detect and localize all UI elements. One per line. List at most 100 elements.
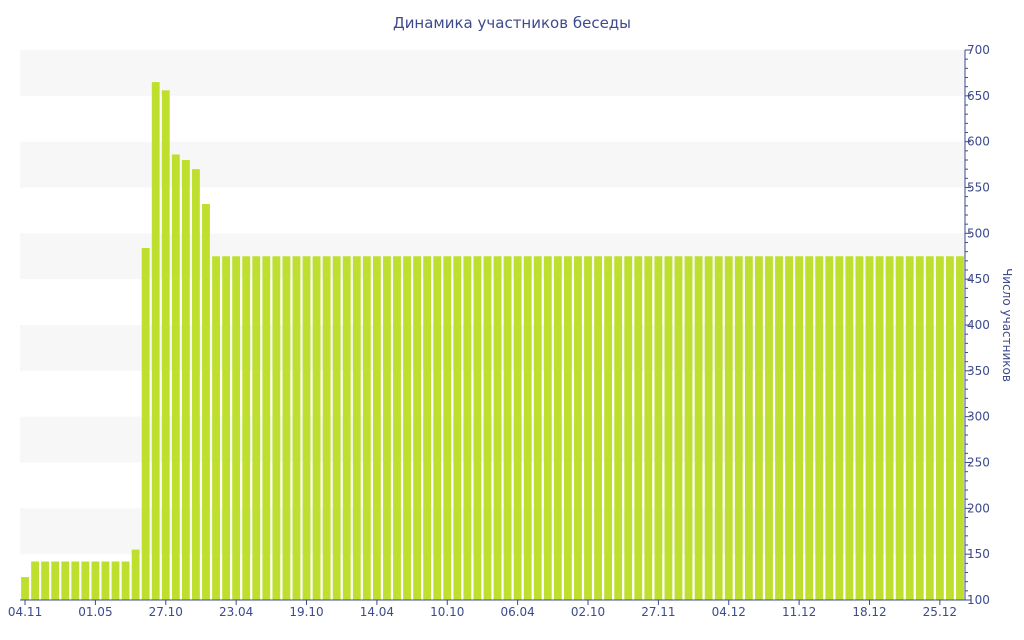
- x-tick-label: 10.10: [430, 605, 464, 619]
- grid-band: [20, 233, 965, 280]
- x-axis: 04.11 01.05 27.10 23.04 19.10 14.04 10.10 06.04…: [8, 599, 965, 619]
- bar: [71, 561, 80, 600]
- bar: [614, 256, 623, 600]
- grid-bands: [20, 50, 965, 555]
- x-tick-label: 04.12: [712, 605, 746, 619]
- bar: [41, 561, 50, 600]
- bar: [865, 256, 874, 600]
- bar: [322, 256, 331, 600]
- bar: [956, 256, 964, 600]
- bar: [383, 256, 391, 600]
- bar: [644, 256, 653, 600]
- bar: [61, 561, 70, 600]
- y-tick-label: 350: [967, 364, 990, 378]
- bar: [724, 256, 733, 600]
- bar: [302, 256, 311, 600]
- bar: [433, 256, 442, 600]
- bar: [393, 256, 401, 600]
- bar: [925, 256, 934, 600]
- bar: [292, 256, 301, 600]
- y-tick-label: 250: [967, 456, 990, 470]
- bar: [181, 160, 190, 600]
- bar: [473, 256, 482, 600]
- bar: [212, 256, 220, 600]
- bar: [634, 256, 643, 600]
- bar: [483, 256, 492, 600]
- x-tick-label: 18.12: [852, 605, 886, 619]
- bar: [171, 154, 180, 600]
- bar: [493, 256, 502, 600]
- bar: [282, 256, 291, 600]
- bar: [443, 256, 452, 600]
- bar: [915, 256, 924, 600]
- bar: [553, 256, 562, 600]
- chart-title: Динамика участников беседы: [393, 14, 631, 32]
- bar: [795, 256, 804, 600]
- x-tick-label: 01.05: [78, 605, 112, 619]
- bar: [935, 256, 944, 600]
- y-tick-label: 200: [967, 501, 990, 515]
- x-tick-label: 14.04: [360, 605, 394, 619]
- bar: [835, 256, 844, 600]
- bar: [694, 256, 703, 600]
- bar: [785, 256, 793, 600]
- bar: [272, 256, 281, 600]
- bar: [734, 256, 743, 600]
- bar: [101, 561, 110, 600]
- bar: [352, 256, 361, 600]
- bar: [765, 256, 773, 600]
- y-tick-label: 500: [967, 226, 990, 240]
- bar-series: [21, 82, 964, 601]
- y-tick-label: 150: [967, 547, 990, 561]
- bar: [252, 256, 261, 600]
- bar: [664, 256, 673, 600]
- bar: [604, 256, 613, 600]
- bar: [513, 256, 522, 600]
- x-tick-label: 11.12: [782, 605, 816, 619]
- y-axis: 100 150 200 250 300 350 400 450 500 550 600 650 700: [964, 43, 990, 607]
- bar: [51, 561, 60, 600]
- y-tick-label: 650: [967, 89, 990, 103]
- bar: [885, 256, 894, 600]
- y-tick-label: 450: [967, 272, 990, 286]
- x-tick-label: 25.12: [923, 605, 957, 619]
- x-tick-label: 23.04: [219, 605, 253, 619]
- bar: [574, 256, 582, 600]
- bar: [192, 169, 200, 601]
- grid-band: [20, 508, 965, 555]
- bar: [372, 256, 381, 600]
- bar: [744, 256, 753, 600]
- x-tick-label: 02.10: [571, 605, 605, 619]
- x-tick-label: 04.11: [8, 605, 42, 619]
- bar: [684, 256, 693, 600]
- bar: [674, 256, 683, 600]
- bar: [131, 549, 140, 600]
- bar: [312, 256, 321, 600]
- bar: [584, 256, 592, 600]
- y-tick-label: 550: [967, 181, 990, 195]
- bar: [222, 256, 231, 600]
- bar: [342, 256, 351, 600]
- bar: [413, 256, 422, 600]
- bar: [423, 256, 432, 600]
- bar: [533, 256, 542, 600]
- bar: [543, 256, 552, 600]
- bar: [815, 256, 824, 600]
- bar: [242, 256, 251, 600]
- bar: [845, 256, 854, 600]
- bar: [523, 256, 532, 600]
- grid-band: [20, 141, 965, 188]
- bar: [453, 256, 462, 600]
- grid-band: [20, 325, 965, 371]
- bar: [262, 256, 271, 600]
- bar: [594, 256, 602, 600]
- bar: [403, 256, 411, 600]
- bar: [754, 256, 763, 600]
- bar: [855, 256, 864, 600]
- y-tick-label: 300: [967, 410, 990, 424]
- bar: [875, 256, 884, 600]
- bar: [232, 256, 241, 600]
- x-tick-label: 27.11: [641, 605, 675, 619]
- bar: [624, 256, 633, 600]
